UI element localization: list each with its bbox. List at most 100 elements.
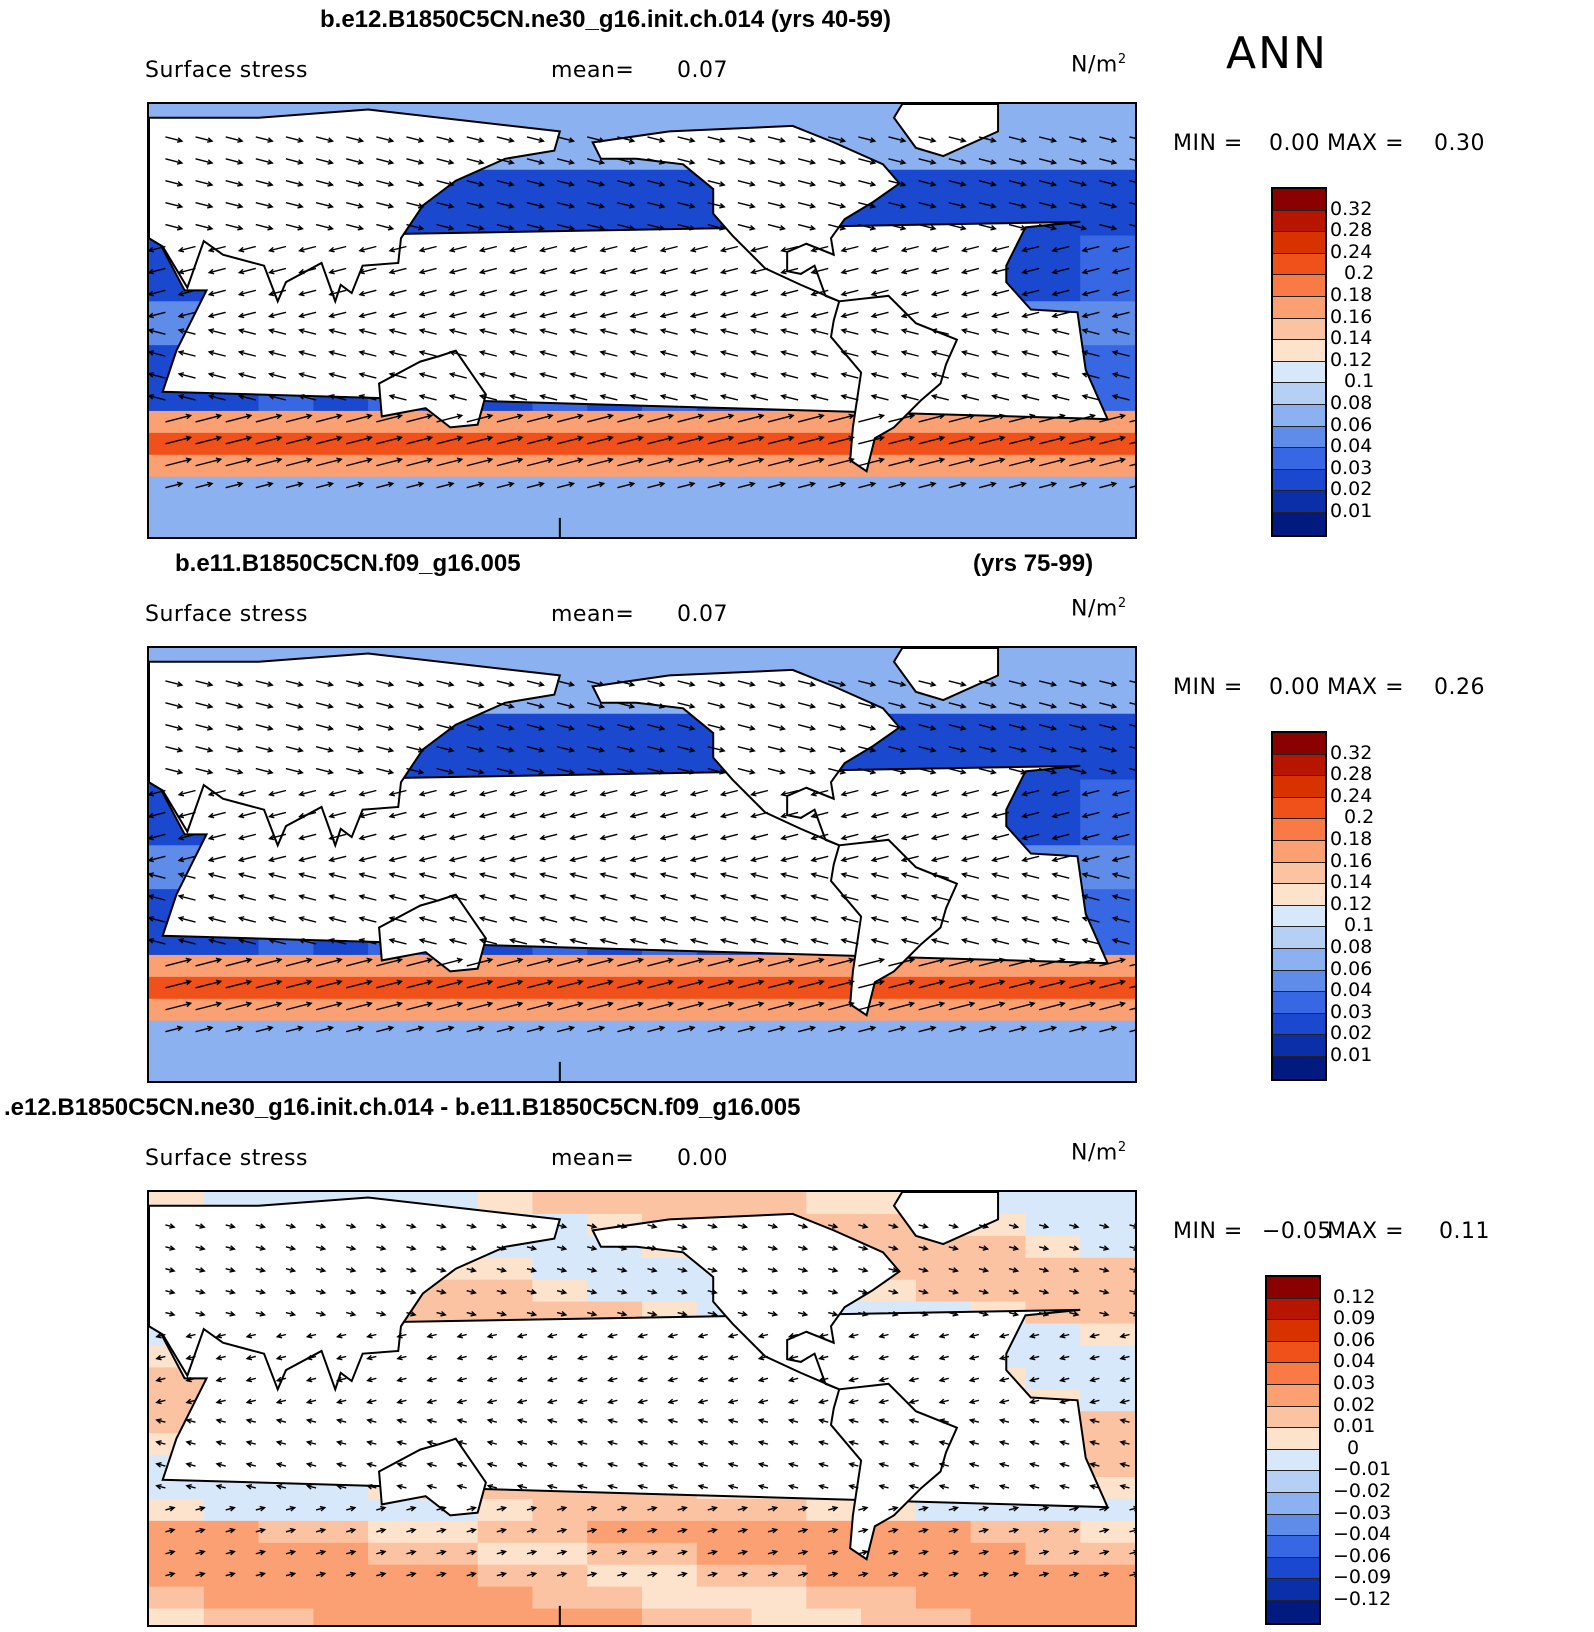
colorbar-cell [1273, 189, 1325, 211]
colorbar-cell [1273, 905, 1325, 928]
colorbar-cell [1267, 1341, 1319, 1364]
colorbar-tick-label: −0.01 [1333, 1458, 1392, 1481]
colorbar-cell [1273, 361, 1325, 384]
mean-label: mean= [551, 58, 635, 83]
colorbar [1265, 1275, 1321, 1625]
colorbar-tick-label: 0.04 [1330, 979, 1373, 1002]
colorbar-tick-label: −0.06 [1333, 1544, 1392, 1567]
colorbar-cell [1273, 491, 1325, 513]
colorbar-tick-label: 0.16 [1330, 305, 1373, 328]
colorbar-cell [1267, 1277, 1319, 1299]
colorbar [1271, 187, 1327, 537]
colorbar-cell [1267, 1492, 1319, 1515]
colorbar-cell [1273, 318, 1325, 341]
colorbar-tick-label: 0.08 [1330, 392, 1373, 414]
min-label: MIN = [1173, 131, 1243, 156]
colorbar [1271, 731, 1327, 1081]
panel-control-run: b.e12.B1850C5CN.ne30_g16.init.ch.014 (yr… [0, 0, 1594, 544]
colorbar-tick-label: 0 [1347, 1436, 1360, 1459]
field-label: Surface stress [145, 1146, 308, 1171]
colorbar-tick-label: 0.28 [1330, 219, 1373, 242]
panel-title-years: (yrs 75-99) [973, 550, 1094, 577]
colorbar-tick-label: 0.02 [1333, 1393, 1376, 1416]
colorbar-cell [1267, 1536, 1319, 1558]
max-value: 0.26 [1434, 675, 1485, 700]
colorbar-cell [1273, 296, 1325, 319]
colorbar-tick-label: 0.01 [1330, 500, 1373, 522]
colorbar-cell [1273, 862, 1325, 885]
min-value: 0.00 [1269, 131, 1320, 156]
min-label: MIN = [1173, 1219, 1243, 1244]
mean-label: mean= [551, 1146, 635, 1171]
colorbar-cell [1273, 733, 1325, 755]
colorbar-cell [1267, 1428, 1319, 1450]
colorbar-tick-label: 0.04 [1333, 1350, 1376, 1373]
colorbar-cell [1267, 1320, 1319, 1342]
max-value: 0.11 [1439, 1219, 1490, 1244]
mean-label: mean= [551, 602, 635, 627]
colorbar-tick-label: 0.12 [1330, 348, 1373, 371]
max-value: 0.30 [1434, 131, 1485, 156]
colorbar-cell [1267, 1579, 1319, 1601]
colorbar-cell [1273, 426, 1325, 449]
mean-value: 0.00 [677, 1146, 728, 1171]
field-label: Surface stress [145, 602, 308, 627]
panel-difference: .e12.B1850C5CN.ne30_g16.init.ch.014 - b.… [0, 1088, 1594, 1632]
colorbar-cell [1273, 992, 1325, 1014]
colorbar-cell [1273, 884, 1325, 906]
colorbar-tick-label: 0.18 [1330, 284, 1373, 306]
panel-title: .e12.B1850C5CN.ne30_g16.init.ch.014 - b.… [4, 1094, 801, 1121]
colorbar-cell [1273, 797, 1325, 820]
colorbar-cell [1273, 1013, 1325, 1036]
map-canvas [149, 1192, 1135, 1625]
min-value: −0.05 [1262, 1219, 1332, 1244]
panel-comparison-run: b.e11.B1850C5CN.f09_g16.005 (yrs 75-99) … [0, 544, 1594, 1088]
colorbar-tick-label: 0.04 [1330, 435, 1373, 458]
max-label: MAX = [1327, 131, 1405, 156]
min-label: MIN = [1173, 675, 1243, 700]
colorbar-cell [1273, 340, 1325, 362]
field-label: Surface stress [145, 58, 308, 83]
colorbar-tick-label: 0.24 [1330, 240, 1373, 263]
colorbar-tick-label: 0.01 [1330, 1044, 1373, 1066]
colorbar-cell [1273, 383, 1325, 405]
colorbar-cell [1273, 1056, 1325, 1079]
colorbar-tick-label: 0.14 [1330, 871, 1373, 894]
colorbar-tick-label: 0.06 [1333, 1328, 1376, 1351]
max-label: MAX = [1327, 1219, 1405, 1244]
colorbar-tick-label: −0.09 [1333, 1566, 1392, 1589]
units-label: N/m2 [1071, 52, 1127, 78]
colorbar-tick-label: 0.08 [1330, 936, 1373, 958]
colorbar-tick-label: 0.32 [1330, 741, 1373, 764]
units-label: N/m2 [1071, 596, 1127, 622]
colorbar-cell [1273, 840, 1325, 863]
map-canvas [149, 104, 1135, 537]
colorbar-cell [1273, 819, 1325, 841]
colorbar-tick-label: 0.03 [1333, 1372, 1376, 1394]
colorbar-cell [1267, 1557, 1319, 1580]
surface-stress-map [147, 102, 1137, 539]
season-label: ANN [1226, 28, 1328, 79]
colorbar-tick-label: 0.28 [1330, 763, 1373, 786]
max-label: MAX = [1327, 675, 1405, 700]
colorbar-tick-label: 0.2 [1344, 262, 1375, 285]
colorbar-tick-label: 0.32 [1330, 197, 1373, 220]
colorbar-tick-label: 0.24 [1330, 784, 1373, 807]
colorbar-cell [1267, 1298, 1319, 1321]
colorbar-cell [1267, 1514, 1319, 1537]
colorbar-tick-label: 0.06 [1330, 957, 1373, 980]
surface-stress-map [147, 646, 1137, 1083]
colorbar-cell [1267, 1449, 1319, 1472]
colorbar-cell [1267, 1384, 1319, 1407]
colorbar-tick-label: 0.06 [1330, 413, 1373, 436]
colorbar-cell [1273, 232, 1325, 254]
mean-value: 0.07 [677, 602, 728, 627]
colorbar-tick-label: 0.12 [1333, 1285, 1376, 1308]
map-canvas [149, 648, 1135, 1081]
colorbar-tick-label: 0.02 [1330, 478, 1373, 501]
colorbar-tick-label: −0.03 [1333, 1501, 1392, 1524]
colorbar-tick-label: 0.18 [1330, 828, 1373, 850]
colorbar-tick-label: 0.09 [1333, 1307, 1376, 1330]
colorbar-tick-label: 0.16 [1330, 849, 1373, 872]
colorbar-cell [1267, 1471, 1319, 1493]
